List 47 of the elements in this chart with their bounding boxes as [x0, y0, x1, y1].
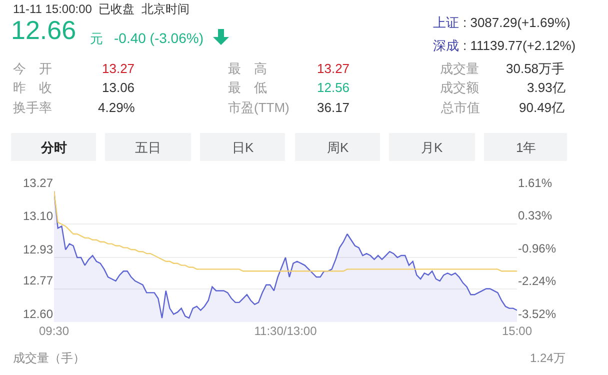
- text: 90.49亿: [519, 100, 565, 115]
- text: 1年: [516, 140, 536, 155]
- text: 11-11 15:00:00 已收盘 北京时间: [13, 2, 190, 16]
- text: 4.29%: [98, 100, 136, 115]
- text: 36.17: [317, 100, 350, 115]
- text: 12.56: [317, 80, 350, 95]
- y-tick-label: 12.93: [22, 242, 54, 256]
- y-tick-label: 13.10: [22, 209, 54, 224]
- text: -0.40 (-3.06%): [114, 30, 204, 46]
- text: 日K: [232, 140, 254, 155]
- text: 总市值: [440, 100, 480, 115]
- text: 3.93亿: [527, 80, 566, 95]
- text: 12.66: [11, 15, 76, 45]
- y2-tick-label: 1.61%: [518, 176, 552, 190]
- text: 1.24万: [530, 351, 566, 365]
- text: 成交量: [440, 61, 479, 76]
- text: 月K: [421, 140, 443, 155]
- y2-tick-label: -3.52%: [518, 306, 556, 321]
- text: 成交量（手）: [13, 351, 85, 365]
- text: 13.06: [102, 80, 135, 95]
- text: 13.27: [317, 61, 350, 76]
- text: 元: [90, 31, 103, 46]
- text: 成交额: [440, 80, 479, 95]
- x-tick-label: 15:00: [502, 324, 532, 338]
- text: 深成: [433, 38, 459, 53]
- text: 周K: [327, 140, 349, 155]
- y-tick-label: 12.77: [22, 274, 54, 288]
- text: 30.58万手: [506, 61, 565, 76]
- text: 换手率: [13, 100, 52, 115]
- text: : 3087.29(+1.69%): [463, 15, 570, 30]
- text: 最 低: [228, 80, 267, 95]
- text: 上证: [433, 15, 459, 30]
- y2-tick-label: -0.96%: [518, 241, 556, 256]
- y-tick-label: 12.60: [22, 306, 54, 321]
- x-tick-label: 09:30: [38, 324, 70, 338]
- text: 市盈(TTM): [228, 100, 290, 115]
- x-tick-label: 11:30/13:00: [254, 324, 318, 338]
- text: 今 开: [13, 61, 52, 76]
- text: 13.27: [102, 61, 135, 76]
- text: 昨 收: [13, 80, 52, 95]
- text: : 11139.77(+2.12%): [463, 38, 576, 53]
- y-tick-label: 13.27: [22, 176, 54, 190]
- y2-tick-label: -2.24%: [518, 274, 556, 288]
- text: 最 高: [228, 61, 267, 76]
- text: 五日: [135, 140, 161, 155]
- y2-tick-label: 0.33%: [518, 208, 552, 222]
- text: 分时: [40, 140, 67, 155]
